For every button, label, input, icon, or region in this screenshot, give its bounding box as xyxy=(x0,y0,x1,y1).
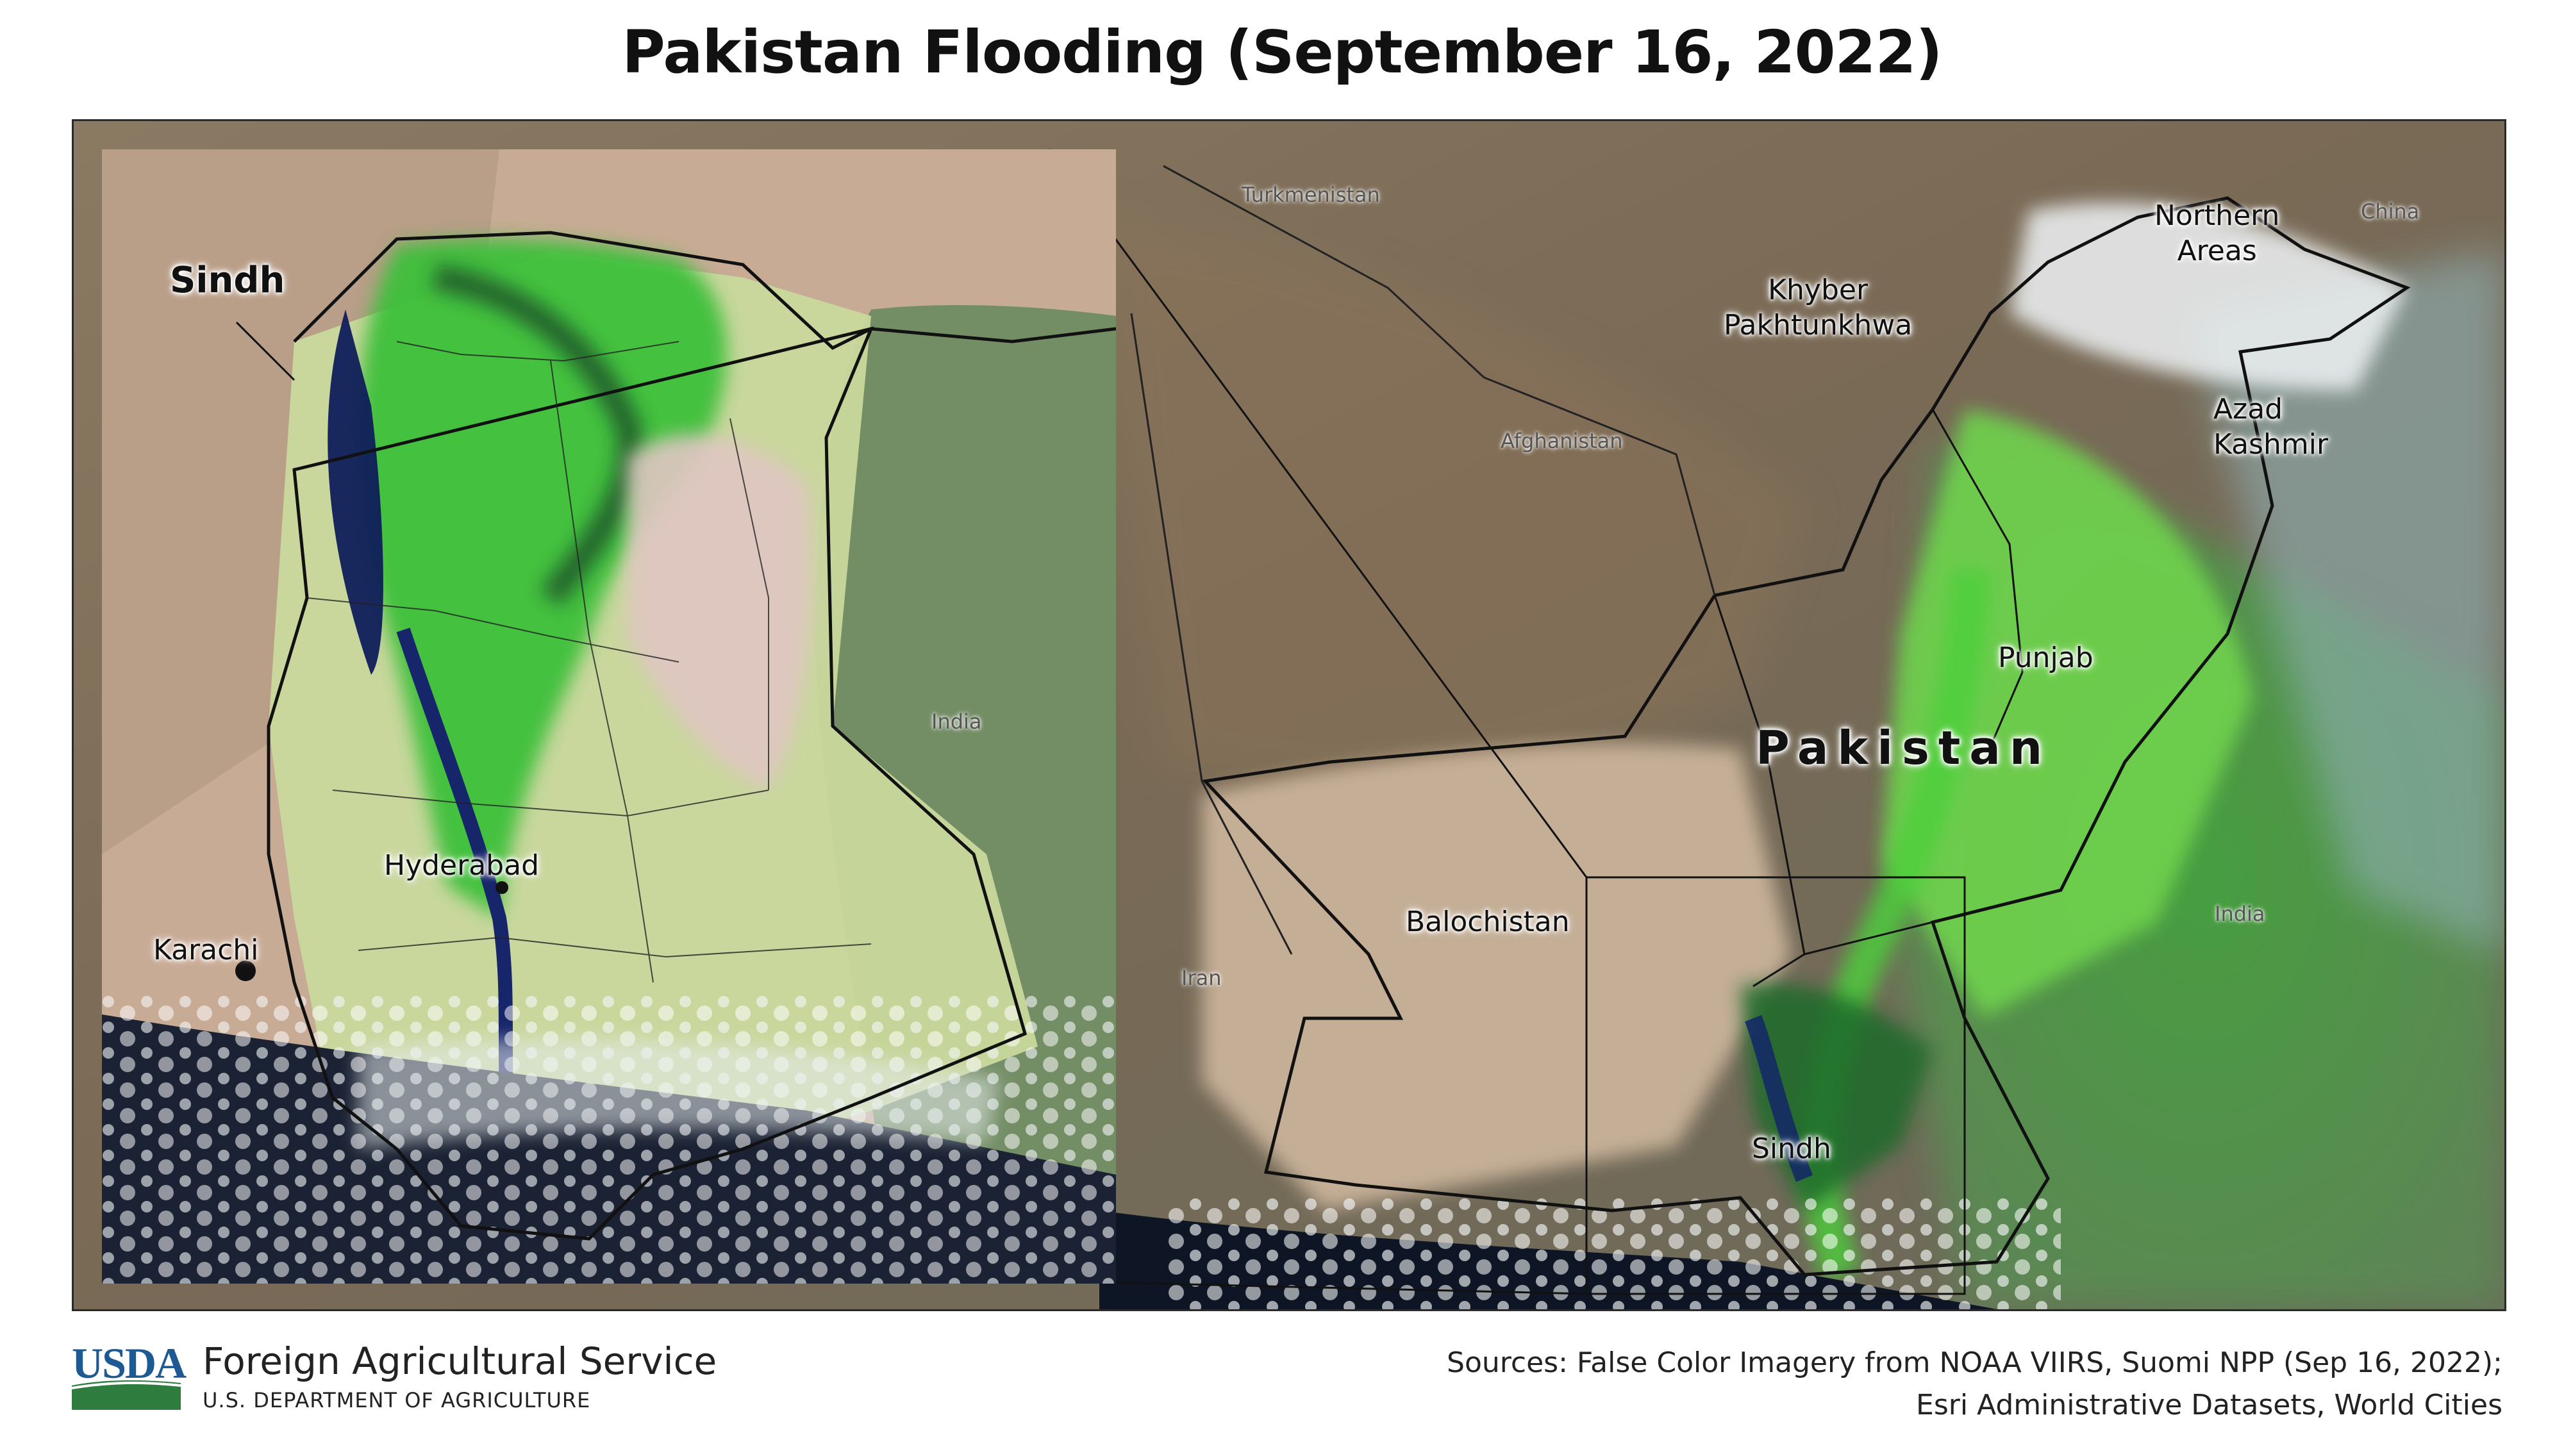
label-azad-kashmir: Azad Kashmir xyxy=(2213,393,2329,461)
inset-city-karachi: Karachi xyxy=(153,934,259,966)
usda-logo-text: USDA xyxy=(72,1339,187,1387)
label-sindh: Sindh xyxy=(1752,1132,1831,1165)
label-balochistan: Balochistan xyxy=(1406,906,1570,938)
label-northern-areas: Northern Areas xyxy=(2154,199,2280,267)
label-pakistan: Pakistan xyxy=(1756,721,2052,775)
map-title: Pakistan Flooding (September 16, 2022) xyxy=(622,18,1942,87)
inset-city-hyderabad: Hyderabad xyxy=(384,849,539,882)
label-turkmenistan: Turkmenistan xyxy=(1242,183,1380,207)
inset-india-label: India xyxy=(931,709,982,734)
department-name: U.S. DEPARTMENT OF AGRICULTURE xyxy=(203,1388,591,1412)
agency-name: Foreign Agricultural Service xyxy=(203,1339,717,1383)
inset-sindh-label: Sindh xyxy=(170,260,285,301)
sources-note: Sources: False Color Imagery from NOAA V… xyxy=(1447,1342,2502,1427)
label-afghanistan: Afghanistan xyxy=(1501,429,1623,453)
label-india: India xyxy=(2215,902,2265,926)
inset-extent-box xyxy=(1585,876,1966,1295)
sources-line-2: Esri Administrative Datasets, World Citi… xyxy=(1916,1389,2502,1421)
label-khyber-pakhtunkhwa: Khyber Pakhtunkhwa xyxy=(1724,274,1913,342)
usda-logo-swoosh xyxy=(72,1380,181,1410)
label-iran: Iran xyxy=(1181,966,1222,990)
sindh-inset-map xyxy=(102,149,1116,1284)
label-china: China xyxy=(2361,199,2420,224)
hyderabad-marker xyxy=(495,881,508,894)
label-punjab: Punjab xyxy=(1998,641,2094,674)
map-figure: Sindh Hyderabad Karachi India Turkmenist… xyxy=(72,119,2506,1311)
pakistan-border xyxy=(1201,196,2411,1277)
sources-line-1: Sources: False Color Imagery from NOAA V… xyxy=(1447,1346,2502,1379)
sindh-border xyxy=(267,231,1116,1241)
karachi-marker xyxy=(235,961,256,981)
